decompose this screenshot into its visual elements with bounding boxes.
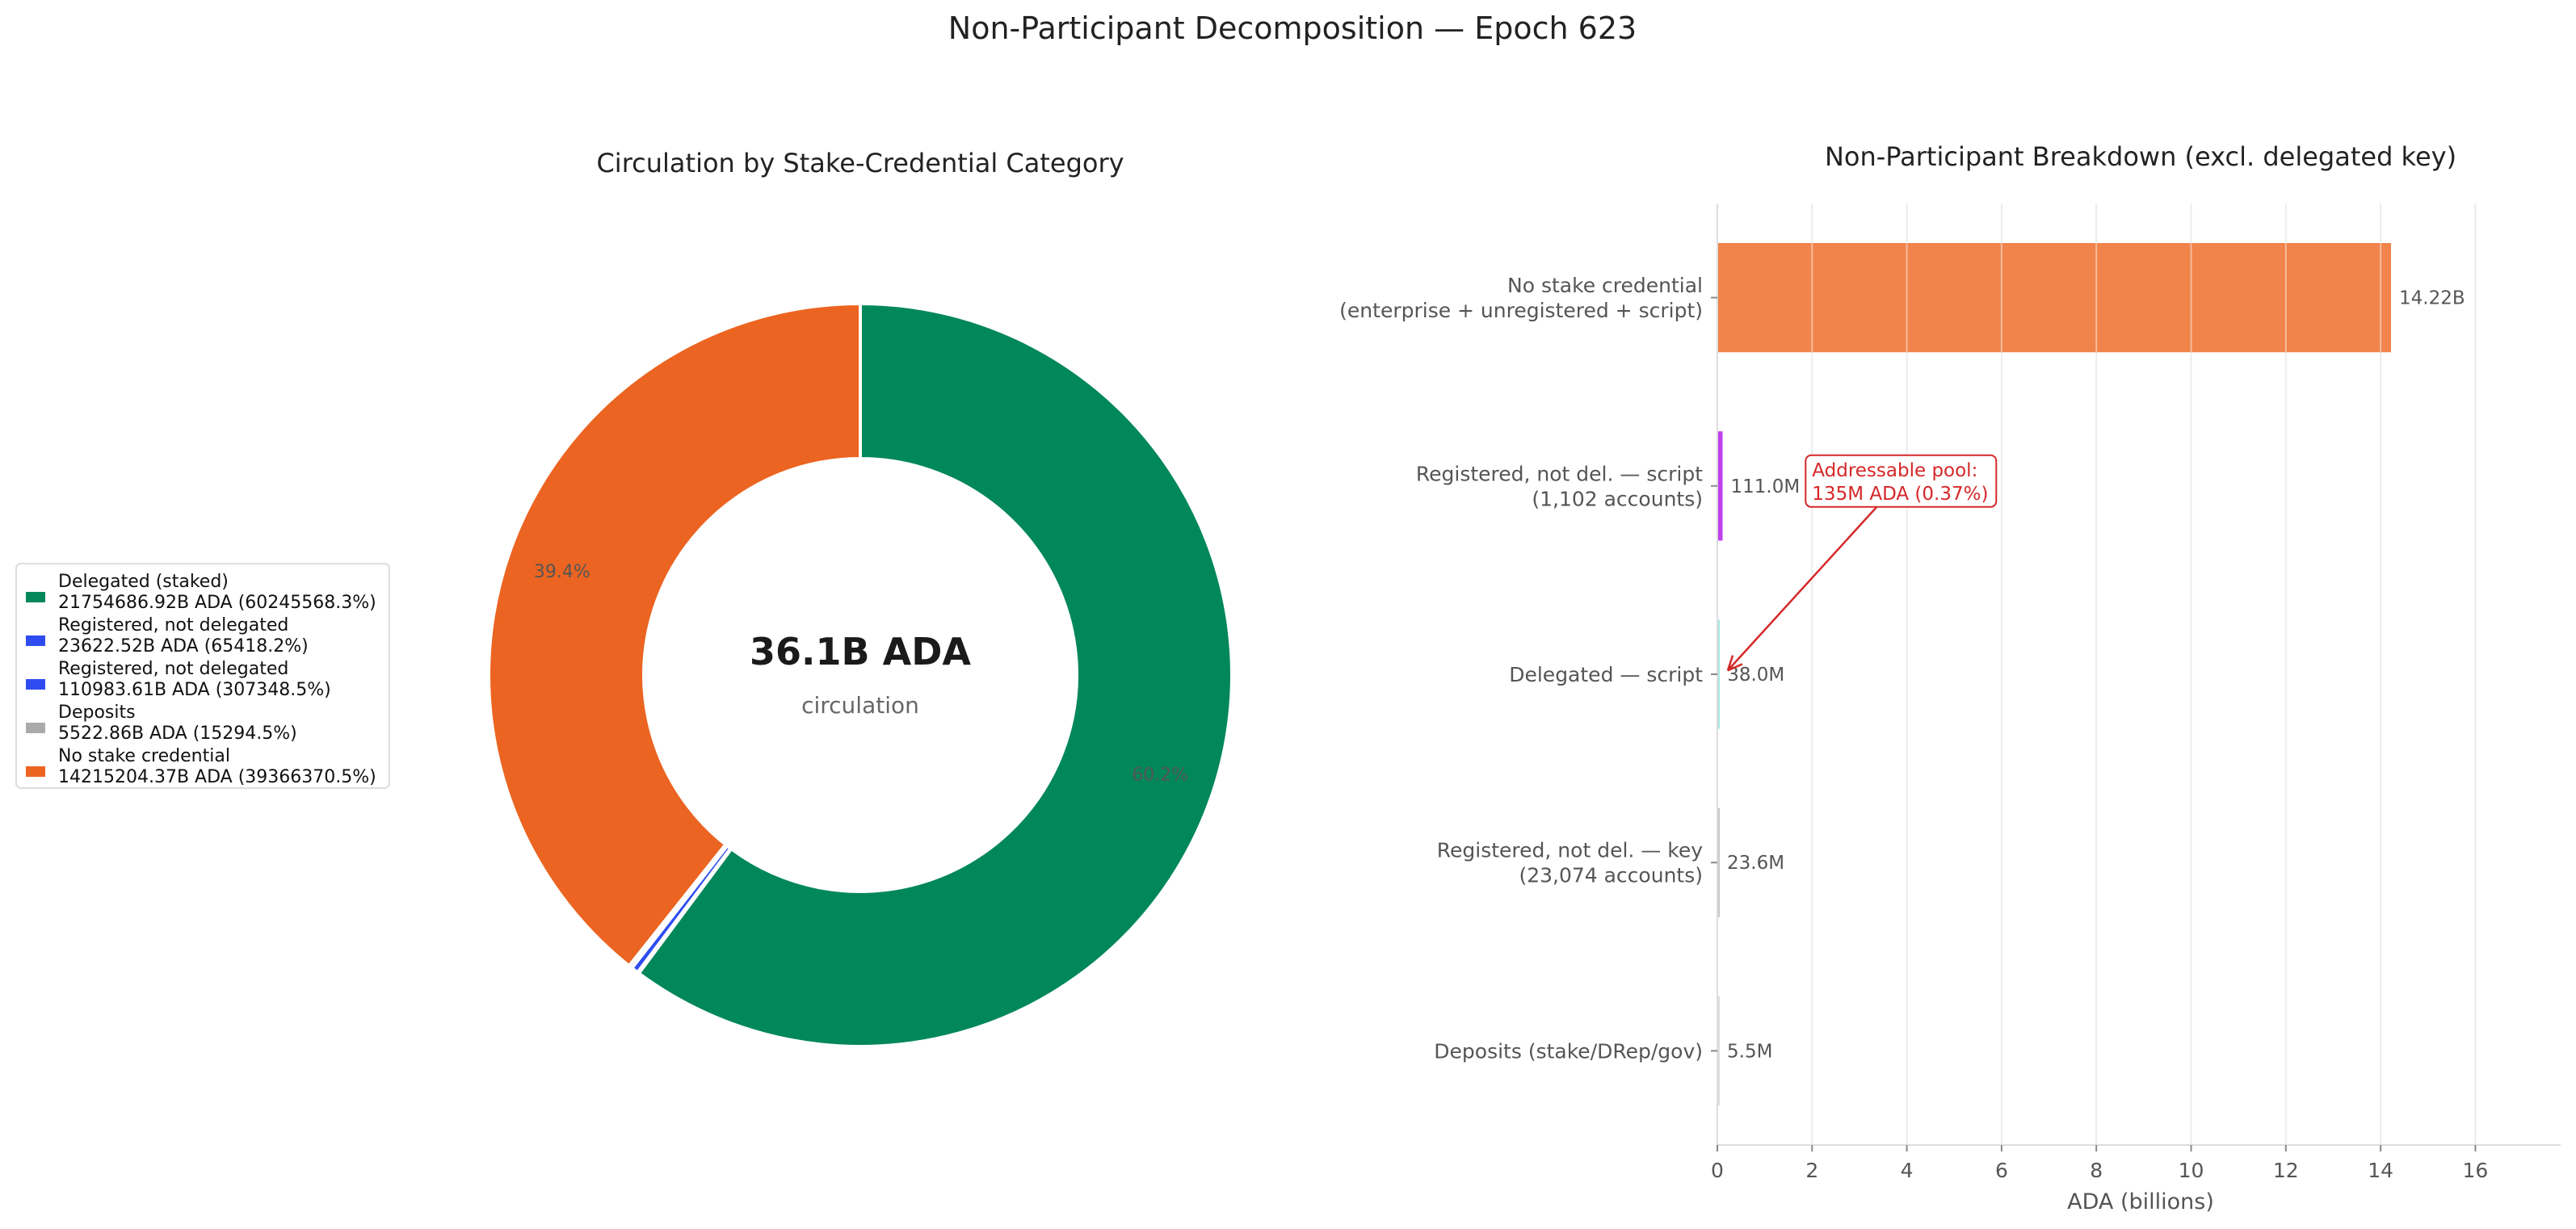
legend-frame [15,563,390,789]
legend-detail-2: 110983.61B ADA (307348.5%) [58,680,331,700]
y-tick-label-0-0: No stake credential [1507,274,1703,297]
y-tick-label-1-1: (1,102 accounts) [1532,487,1703,510]
x-tick-label-4: 8 [2090,1159,2103,1182]
bar-value-label-3: 23.6M [1727,853,1784,874]
bar-value-label-1: 111.0M [1731,476,1801,497]
x-tick-label-3: 6 [1995,1159,2008,1182]
bar-y-tick-labels: No stake credential(enterprise + unregis… [1339,274,1717,1063]
legend-detail-1: 23622.52B ADA (65418.2%) [58,636,309,656]
bar-chart: Non-Participant Breakdown (excl. delegat… [1339,141,2561,1214]
legend-detail-3: 5522.86B ADA (15294.5%) [58,724,297,744]
bar-bars [1717,242,2392,1106]
annotation-box [1805,454,1998,508]
legend-swatch-4 [26,766,45,777]
bar-value-label-2: 38.0M [1727,665,1784,686]
annotation-line-0: Addressable pool: [1812,460,1977,481]
bar-0 [1717,242,2392,353]
bar-gridlines [1717,203,2477,1145]
annotation-arrow-shaft [1726,505,1878,672]
y-tick-label-1-0: Registered, not del. — script [1416,462,1703,485]
donut-chart-title: Circulation by Stake-Credential Category [596,148,1124,178]
donut-legend: Delegated (staked)21754686.92B ADA (6024… [15,563,390,789]
legend-swatch-0 [26,592,45,602]
donut-slice-0 [637,301,1233,1048]
x-tick-label-5: 10 [2179,1159,2204,1182]
bar-value-label-0: 14.22B [2399,288,2465,309]
annotation-arrow-head [1726,655,1743,672]
donut-slice-4 [487,301,862,968]
x-tick-label-0: 0 [1711,1159,1724,1182]
bar-value-labels: 14.22B 111.0M 38.0M 23.6M 5.5M [1727,288,2465,1063]
donut-percent-labels: 60.2% 39.4% [534,562,1188,786]
donut-center-label: circulation [801,692,919,719]
bar-3 [1717,807,1720,917]
x-tick-label-2: 4 [1901,1159,1914,1182]
bar-1 [1717,431,1723,541]
y-tick-label-2-0: Delegated — script [1509,663,1703,686]
y-tick-label-0-1: (enterprise + unregistered + script) [1339,299,1703,322]
legend-swatch-3 [26,723,45,733]
donut-center-value: 36.1B ADA [750,630,971,673]
legend-swatch-2 [26,679,45,690]
x-tick-label-7: 14 [2368,1159,2393,1182]
annotation-line-1: 135M ADA (0.37%) [1812,484,1988,505]
legend-detail-0: 21754686.92B ADA (60245568.3%) [58,593,376,613]
legend-name-3: Deposits [58,703,136,723]
bar-x-tick-labels: 0 2 4 6 8 10 12 14 16 [1711,1145,2488,1182]
donut-pct-label-4: 39.4% [534,562,590,582]
x-tick-label-1: 2 [1805,1159,1818,1182]
y-tick-label-3-1: (23,074 accounts) [1519,864,1703,887]
legend-detail-4: 14215204.37B ADA (39366370.5%) [58,767,376,787]
y-tick-label-3-0: Registered, not del. — key [1437,839,1703,862]
bar-annotation: Addressable pool: 135M ADA (0.37%) [1726,454,1998,672]
donut-pct-label-0: 60.2% [1132,766,1188,786]
y-tick-label-4-0: Deposits (stake/DRep/gov) [1434,1039,1703,1063]
x-tick-label-6: 12 [2273,1159,2299,1182]
bar-chart-title: Non-Participant Breakdown (excl. delegat… [1825,141,2456,172]
donut-chart: Circulation by Stake-Credential Category… [15,148,1233,1048]
donut-slices [487,301,1233,1048]
legend-name-4: No stake credential [58,746,230,766]
figure-suptitle: Non-Participant Decomposition — Epoch 62… [948,10,1637,46]
legend-name-2: Registered, not delegated [58,659,288,679]
bar-x-axis-label: ADA (billions) [2067,1189,2214,1214]
bar-value-label-4: 5.5M [1727,1041,1772,1062]
bar-2 [1717,619,1720,729]
x-tick-label-8: 16 [2463,1159,2489,1182]
bar-4 [1717,996,1720,1106]
legend-swatch-1 [26,635,45,646]
legend-name-0: Delegated (staked) [58,572,229,592]
legend-name-1: Registered, not delegated [58,615,288,635]
